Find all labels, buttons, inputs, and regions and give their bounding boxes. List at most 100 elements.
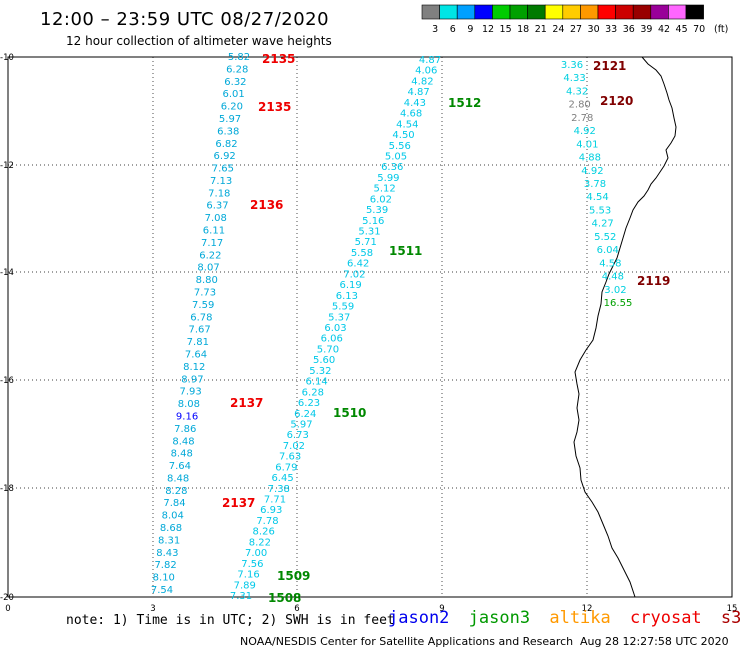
wave-height-label: 7.67 [188,325,210,336]
track-time-label: 2136 [250,198,283,212]
wave-height-label: 4.33 [563,73,585,84]
wave-height-label: 8.48 [172,436,194,447]
wave-height-label: 3.36 [561,60,583,71]
track-time-label: 2135 [262,52,295,66]
wave-height-label: 4.06 [415,66,437,77]
footer-timestamp: Aug 28 12:27:58 UTC 2020 [580,635,729,648]
wave-height-label: 5.32 [309,366,331,377]
wave-height-label: 6.04 [597,245,619,256]
satellite-cryosat: cryosat [630,608,702,628]
wave-height-label: 5.37 [328,312,350,323]
x-tick-label-2: 6 [294,604,299,614]
track-time-label: 1508 [268,591,301,605]
x-tick-label-3: 9 [439,604,444,614]
wave-height-label: 2.80 [569,100,591,111]
wave-height-label: 5.52 [594,232,616,243]
wave-height-label: 6.03 [324,323,346,334]
wave-height-label: 6.11 [203,226,225,237]
y-tick-label-0: -10 [0,53,14,63]
wave-height-label: 6.01 [222,89,244,100]
wave-height-label: 7.56 [241,559,263,570]
wave-height-label: 8.28 [165,486,187,497]
wave-height-label: 4.88 [579,153,601,164]
wave-height-label: 7.82 [154,560,176,571]
wave-height-label: 7.13 [210,176,232,187]
x-tick-label-1: 3 [150,604,155,614]
wave-height-label: 5.12 [374,184,396,195]
y-tick-label-3: -16 [0,376,14,386]
track-time-label: 2121 [593,59,626,73]
wave-height-label: 6.42 [347,259,369,270]
legend-label-3: 12 [482,24,494,35]
wave-height-label: 6.02 [370,194,392,205]
map-frame [7,56,733,598]
wave-height-label: 8.43 [156,548,178,559]
wave-height-label: 7.31 [230,591,252,602]
wave-height-label: 8.48 [167,473,189,484]
wave-height-label: 7.54 [151,585,173,596]
wave-height-label: 7.86 [174,424,196,435]
track-time-label: 1512 [448,96,481,110]
wave-height-label: 6.19 [339,280,361,291]
y-tick-label-2: -14 [0,268,14,278]
legend-label-8: 27 [570,24,582,35]
wave-height-label: 5.97 [219,114,241,125]
wave-height-label: 8.04 [162,511,184,522]
wave-height-label: 5.31 [358,227,380,238]
wave-height-label: 6.14 [305,377,327,388]
wave-height-label: 5.16 [362,216,384,227]
wave-height-label: 7.71 [264,495,286,506]
wave-height-label: 2.78 [571,113,593,124]
wave-height-label: 8.26 [253,527,275,538]
wave-height-label: 4.54 [396,119,418,130]
wave-height-label: 5.97 [290,419,312,430]
legend-swatch-15 [685,4,704,20]
wave-height-label: 4.87 [408,87,430,98]
wave-height-label: 8.48 [171,449,193,460]
wave-height-label: 3.02 [604,285,626,296]
wave-height-label: 8.10 [153,573,175,584]
wave-height-label: 7.84 [163,498,185,509]
wave-height-label: 5.59 [332,302,354,313]
wave-height-label: 6.92 [214,151,236,162]
wave-height-label: 6.20 [221,102,243,113]
legend-label-2: 9 [467,24,473,35]
wave-height-label: 7.18 [208,188,230,199]
legend-label-13: 42 [658,24,670,35]
page-subtitle: 12 hour collection of altimeter wave hei… [66,34,332,48]
wave-height-label: 7.38 [268,484,290,495]
legend-label-15: 70 [693,24,705,35]
track-time-label: 2137 [230,396,263,410]
wave-height-label: 7.93 [180,387,202,398]
wave-height-label: 5.99 [377,173,399,184]
wave-height-label: 7.00 [245,548,267,559]
wave-height-label: 3.78 [584,179,606,190]
wave-height-label: 6.37 [206,201,228,212]
wave-height-label: 4.43 [404,98,426,109]
wave-height-label: 7.08 [205,213,227,224]
wave-height-label: 8.80 [196,275,218,286]
track-time-label: 1509 [277,569,310,583]
y-tick-label-1: -12 [0,161,14,171]
y-tick-label-5: -20 [0,593,14,603]
satellite-altika: altika [549,608,611,628]
footer-note: note: 1) Time is in UTC; 2) SWH is in fe… [66,613,395,628]
wave-height-label: 16.55 [604,298,633,309]
wave-height-label: 9.16 [176,411,198,422]
track-time-label: 2120 [600,94,633,108]
wave-height-label: 4.27 [592,219,614,230]
satellite-jason2: jason2 [388,608,450,628]
wave-height-label: 5.60 [313,355,335,366]
legend-label-1: 6 [450,24,456,35]
wave-height-label: 7.59 [192,300,214,311]
wave-height-label: 6.93 [260,505,282,516]
x-tick-label-5: 15 [727,604,738,614]
wave-height-label: 6.79 [275,462,297,473]
wave-height-label: 8.68 [160,523,182,534]
wave-height-label: 7.02 [283,441,305,452]
track-time-label: 2119 [637,274,670,288]
legend-label-9: 30 [588,24,600,35]
legend-label-10: 33 [605,24,617,35]
wave-height-label: 4.54 [586,192,608,203]
